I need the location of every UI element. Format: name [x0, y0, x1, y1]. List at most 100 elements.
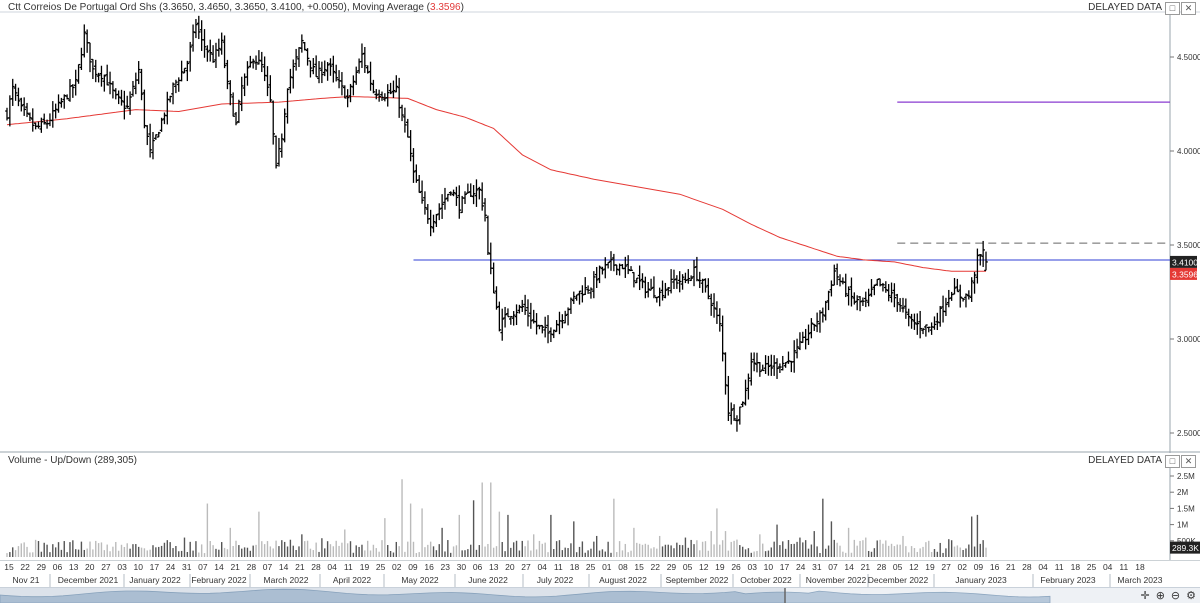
close-panel-button[interactable]: ✕ — [1181, 2, 1196, 15]
ohlc-bar — [159, 117, 164, 132]
ohlc-bar — [623, 256, 628, 278]
day-tick-label: 21 — [861, 562, 871, 572]
ohlc-bar — [8, 95, 12, 127]
day-tick-label: 12 — [699, 562, 709, 572]
ohlc-bar — [612, 253, 616, 272]
ohlc-bar — [405, 118, 410, 138]
ohlc-bar — [726, 375, 731, 422]
day-tick-label: 04 — [1103, 562, 1113, 572]
volume-tick-label: 2.5M — [1177, 472, 1195, 481]
ohlc-bar — [632, 271, 636, 288]
day-tick-label: 13 — [489, 562, 499, 572]
ohlc-bar — [196, 15, 201, 40]
ohlc-bar — [546, 315, 550, 344]
ohlc-bar — [849, 277, 854, 307]
ohlc-bar — [746, 373, 751, 400]
expand-panel-button[interactable]: □ — [1165, 2, 1180, 15]
ohlc-bar — [42, 113, 47, 125]
ohlc-bar — [912, 313, 917, 330]
ohlc-bar — [967, 290, 971, 300]
day-tick-label: 31 — [182, 562, 192, 572]
expand-volume-button[interactable]: □ — [1165, 455, 1180, 468]
zoom-in-icon[interactable]: ⊕ — [1155, 590, 1165, 602]
ohlc-bar — [709, 293, 713, 316]
y-tick-label: 3.5000 — [1177, 241, 1200, 250]
day-tick-label: 10 — [134, 562, 144, 572]
ohlc-bar — [51, 101, 55, 128]
ohlc-bar — [408, 130, 413, 162]
ma-tag-bg — [1170, 267, 1197, 280]
ohlc-bar — [420, 180, 424, 204]
ohlc-bar — [717, 308, 722, 332]
price-bars — [5, 15, 988, 432]
ohlc-bar — [208, 39, 213, 62]
ohlc-bar — [162, 112, 167, 125]
ohlc-bar — [760, 364, 765, 372]
ohlc-bar — [738, 406, 742, 425]
ohlc-bar — [380, 91, 384, 101]
day-tick-label: 13 — [69, 562, 79, 572]
ohlc-bar — [277, 137, 281, 167]
moving-average-line — [6, 95, 986, 272]
ohlc-bar — [188, 41, 193, 72]
price-chart[interactable]: 4.5000 4.0000 3.5000 3.0000 2.5000 3.4100 3.35… — [0, 0, 1200, 453]
ohlc-bar — [543, 316, 547, 338]
navigator-bar[interactable]: ✛ ⊕ ⊖ ⚙ — [0, 587, 1200, 603]
ohlc-bar — [202, 29, 207, 58]
ohlc-bar — [463, 191, 467, 205]
ohlc-bar — [111, 81, 115, 99]
ohlc-bar — [136, 61, 141, 85]
ohlc-bar — [526, 299, 530, 327]
ohlc-bar — [789, 360, 794, 373]
ohlc-bar — [337, 70, 341, 89]
ohlc-bar — [274, 135, 278, 169]
month-label: September 2022 — [666, 575, 729, 585]
day-tick-label: 11 — [344, 562, 353, 572]
ohlc-bar — [918, 310, 922, 339]
settings-icon[interactable]: ⚙ — [1186, 590, 1196, 602]
ohlc-bar — [345, 89, 350, 108]
volume-tick-label: 500K — [1177, 537, 1196, 546]
ohlc-bar — [423, 191, 427, 215]
ohlc-bar — [924, 324, 928, 337]
ohlc-bar — [626, 255, 630, 275]
ohlc-bar — [116, 90, 121, 105]
ohlc-bar — [683, 272, 688, 284]
day-tick-label: 24 — [796, 562, 806, 572]
close-volume-button[interactable]: ✕ — [1181, 455, 1196, 468]
ohlc-bar — [434, 213, 439, 227]
ohlc-bar — [921, 327, 925, 335]
ohlc-bar — [574, 294, 579, 301]
day-tick-label: 01 — [602, 562, 612, 572]
day-tick-label: 07 — [828, 562, 838, 572]
ohlc-bar — [179, 60, 184, 82]
ohlc-bar — [689, 275, 693, 282]
ohlc-bar — [861, 297, 865, 307]
ohlc-bar — [214, 42, 218, 68]
day-tick-label: 22 — [20, 562, 30, 572]
day-tick-label: 09 — [974, 562, 984, 572]
day-tick-label: 21 — [1006, 562, 1016, 572]
ohlc-bar — [437, 203, 442, 221]
crosshair-icon[interactable]: ✛ — [1140, 590, 1150, 602]
ohlc-bar — [291, 59, 296, 89]
ohlc-bar — [792, 340, 797, 373]
day-tick-label: 18 — [570, 562, 580, 572]
ohlc-bar — [374, 89, 379, 100]
zoom-out-icon[interactable]: ⊖ — [1170, 590, 1181, 602]
ohlc-bar — [368, 61, 373, 91]
ohlc-bar — [371, 79, 376, 94]
day-tick-label: 30 — [457, 562, 467, 572]
ohlc-bar — [637, 265, 642, 291]
day-tick-label: 06 — [53, 562, 63, 572]
ohlc-bar — [649, 278, 653, 291]
ohlc-bar — [981, 240, 985, 267]
day-tick-label: 19 — [715, 562, 725, 572]
day-tick-label: 28 — [247, 562, 257, 572]
day-tick-label: 28 — [311, 562, 321, 572]
ohlc-bar — [952, 278, 957, 295]
navigator-overview[interactable] — [0, 588, 1060, 603]
ohlc-bar — [480, 182, 484, 211]
ohlc-bar — [88, 42, 92, 73]
